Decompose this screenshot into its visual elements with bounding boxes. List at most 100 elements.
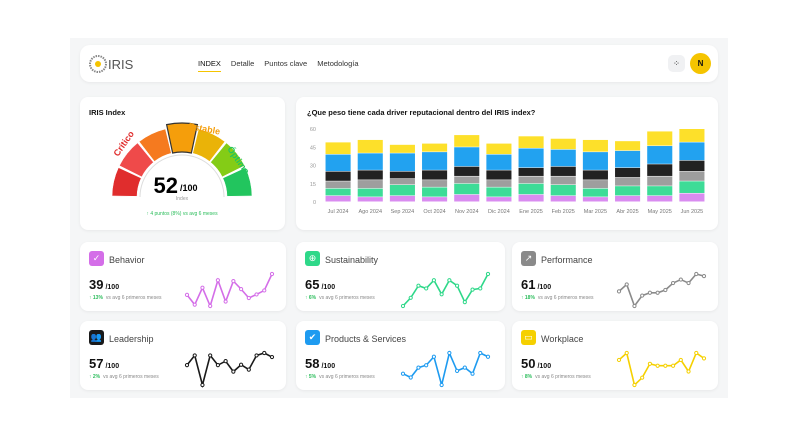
bar-segment — [647, 164, 673, 176]
sparkline-point — [262, 350, 267, 356]
kpi-delta: ↑ 5% vs avg 6 primeros meses — [305, 374, 375, 380]
kpi-score: 61/100 — [521, 277, 552, 292]
kpi-card-sustainability[interactable]: ⊕ Sustainability 65/100 ↑ 6% vs avg 6 pri… — [296, 242, 505, 311]
gauge-title: IRIS Index — [89, 108, 126, 117]
bar-segment — [454, 194, 480, 202]
users-icon: 👥 — [89, 330, 104, 345]
bar-segment — [422, 143, 448, 152]
sparkline-point — [462, 365, 467, 370]
bar-segment — [486, 197, 512, 202]
kpi-card-performance[interactable]: ↗ Performance 61/100 ↑ 18% vs avg 6 prime… — [512, 242, 718, 311]
tab-index[interactable]: INDEX — [198, 59, 221, 72]
sparkline-point — [694, 271, 699, 277]
sparkline-point — [184, 363, 190, 368]
x-tick-label: Ago 2024 — [358, 209, 382, 215]
bar-segment — [550, 195, 576, 202]
bar-segment — [518, 176, 544, 184]
sparkline-point — [231, 279, 236, 284]
tab-puntos-clave[interactable]: Puntos clave — [264, 59, 308, 68]
sparkline-point — [686, 280, 691, 286]
sparkline-point — [223, 299, 228, 304]
gauge-segment — [138, 128, 172, 162]
sparkline-point — [424, 363, 429, 368]
bar-segment — [357, 188, 383, 197]
sparkline-point — [408, 375, 413, 380]
iris-logo[interactable]: IRIS — [88, 52, 140, 76]
bar-segment — [357, 170, 383, 180]
x-tick-label: Sep 2024 — [391, 209, 415, 215]
bar-segment — [679, 193, 705, 202]
kpi-score: 39/100 — [89, 277, 120, 292]
sparkline-point — [447, 278, 452, 283]
kpi-card-products-services[interactable]: ✔ Products & Services 58/100 ↑ 5% vs avg … — [296, 321, 505, 390]
sparkline-point — [246, 367, 251, 372]
gauge-segment — [192, 128, 226, 162]
kpi-delta: ↑ 18% vs avg 6 primeros meses — [521, 295, 594, 301]
avatar[interactable]: N — [690, 53, 711, 74]
bar-segment — [647, 146, 673, 164]
bar-segment — [486, 170, 512, 180]
sparkline-line — [186, 273, 273, 309]
kpi-score: 50/100 — [521, 356, 552, 371]
sparkline-point — [470, 371, 475, 376]
sparkline-point — [454, 283, 460, 288]
tab-detalle[interactable]: Detalle — [230, 59, 255, 68]
sparkline-line — [402, 273, 489, 307]
kpi-card-behavior[interactable]: ✓ Behavior 39/100 ↑ 13% vs avg 6 primeros… — [80, 242, 286, 311]
bar-segment — [550, 184, 576, 196]
bar-segment — [647, 131, 673, 146]
sparkline — [616, 350, 707, 388]
bar-segment — [486, 154, 512, 170]
kpi-card-leadership[interactable]: 👥 Leadership 57/100 ↑ 2% vs avg 6 primero… — [80, 321, 286, 390]
grid-icon[interactable]: ⁘ — [668, 55, 685, 72]
gauge-segment — [165, 122, 199, 154]
kpi-title: Leadership — [109, 334, 154, 344]
bar-segment — [647, 186, 673, 196]
sparkline-point — [447, 350, 452, 356]
sparkline-point — [246, 295, 251, 301]
x-tick-label: May 2025 — [648, 209, 672, 215]
bar-segment — [422, 197, 448, 202]
iris-index-card: IRIS Index Crítico Estable Óptimo 52 /10… — [80, 97, 285, 230]
sparkline — [400, 271, 491, 309]
bar-segment — [389, 153, 415, 172]
sparkline-point — [624, 282, 629, 287]
bar-segment — [389, 195, 415, 202]
sparkline-point — [238, 362, 244, 367]
sparkline-point — [200, 285, 205, 290]
sparkline-point — [640, 293, 645, 298]
kpi-card-workplace[interactable]: ▭ Workplace 50/100 ↑ 8% vs avg 6 primeros… — [512, 321, 718, 390]
sparkline-point — [632, 382, 637, 388]
bar-segment — [357, 180, 383, 189]
bar-segment — [550, 138, 576, 150]
top-nav: IRIS INDEX Detalle Puntos clave Metodolo… — [80, 45, 718, 82]
kpi-delta: ↑ 13% vs avg 6 primeros meses — [89, 295, 162, 301]
y-tick-label: 30 — [310, 164, 316, 170]
sparkline-point — [616, 289, 622, 294]
kpi-title: Sustainability — [325, 255, 379, 265]
gauge-out-of: /100 — [180, 183, 198, 193]
bar-segment — [422, 152, 448, 170]
sparkline-point — [616, 357, 622, 363]
x-tick-label: Ene 2025 — [519, 209, 543, 215]
y-tick-label: 0 — [313, 200, 316, 206]
bar-segment — [325, 142, 351, 155]
sparkline-point — [701, 356, 707, 361]
bar-segment — [454, 147, 480, 167]
sparkline-point — [431, 354, 437, 359]
bar-segment — [422, 180, 448, 187]
bar-segment — [518, 136, 544, 148]
gauge-segment — [210, 142, 245, 178]
sparkline-point — [670, 363, 676, 368]
gauge-inner-arc — [139, 154, 225, 198]
bar-segment — [550, 166, 576, 176]
x-tick-label: Feb 2025 — [552, 209, 575, 215]
bar-segment — [357, 139, 383, 153]
stacked-bar-chart: 0 15 30 45 60 Jul 2024 Ago 2024 Sep 2024 Oct 202… — [310, 127, 705, 215]
bar-segment — [582, 152, 608, 170]
sparkline — [616, 271, 707, 309]
gauge-delta: ↑ 4 puntos (8%) vs avg 6 meses — [146, 211, 218, 217]
tab-metodologia[interactable]: Metodología — [317, 59, 359, 68]
sparkline-point — [269, 271, 275, 277]
sparkline — [184, 271, 275, 309]
